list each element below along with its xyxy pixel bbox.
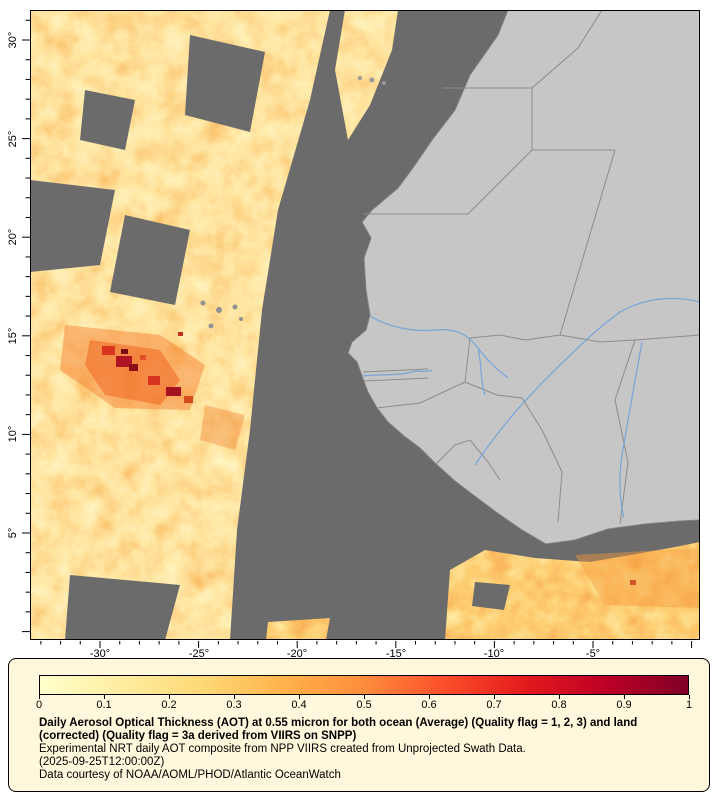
colorbar-tick: 0.3 [216,695,252,711]
land-africa [347,10,700,545]
aot-hotspots [60,325,700,608]
lat-tick-label: 10° [7,425,19,443]
caption-block: Daily Aerosol Optical Thickness (AOT) at… [39,717,685,782]
map-area: 30° 25° 20° 15° 10° 5° -30° -25° -20° -1… [7,10,700,660]
colorbar-gradient [39,675,689,695]
country-borders [362,10,700,525]
caption-line2: Experimental NRT daily AOT composite fro… [39,743,526,755]
lat-tick-label: 15° [7,327,19,345]
colorbar-tick: 1 [671,695,707,711]
colorbar-tick: 0.4 [281,695,317,711]
map-frame [30,10,700,640]
lon-tick-label: -20° [286,648,308,660]
lon-tick-label: -30° [89,648,111,660]
lat-tick-label: 30° [7,31,19,49]
colorbar-tick: 0.8 [541,695,577,711]
lat-tick-label: 20° [7,228,19,246]
colorbar-tick: 0 [21,695,57,711]
rivers [361,297,700,519]
lon-tick-label: -5° [585,648,601,660]
lon-tick-label: -15° [385,648,407,660]
lat-tick-label: 25° [7,130,19,148]
caption-title: Daily Aerosol Optical Thickness (AOT) at… [39,717,638,742]
map-plot [30,10,700,640]
colorbar-tick: 0.6 [411,695,447,711]
cape-verde-islands [200,300,243,329]
lat-tick-label: 5° [7,527,19,539]
legend-panel: 0 0.1 0.2 0.3 0.4 0.5 0.6 0.7 0.8 0.9 1 … [8,658,710,792]
canary-islands [358,76,386,85]
lon-tick-label: -25° [188,648,210,660]
caption-line4: Data courtesy of NOAA/AOML/PHOD/Atlantic… [39,769,341,781]
lon-tick-label: -10° [483,648,505,660]
colorbar-tick: 0.7 [476,695,512,711]
caption-line3: (2025-09-25T12:00:00Z) [39,756,165,768]
colorbar-tick: 0.2 [151,695,187,711]
colorbar-tick: 0.1 [86,695,122,711]
aerosol-swaths [30,10,700,640]
no-data-holes [30,35,510,640]
colorbar-tick: 0.9 [606,695,642,711]
colorbar-tick: 0.5 [346,695,382,711]
